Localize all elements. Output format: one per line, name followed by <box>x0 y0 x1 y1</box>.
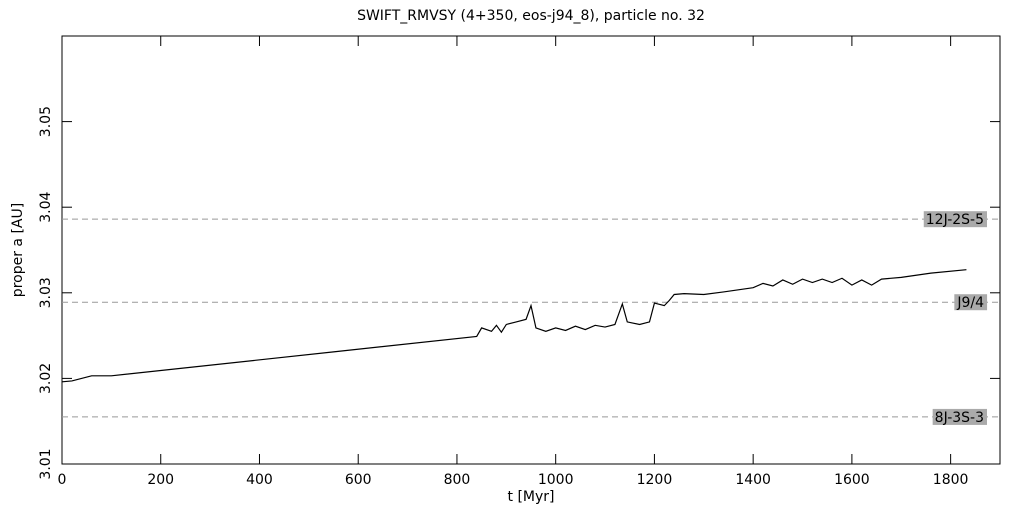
x-tick-label: 0 <box>58 472 67 488</box>
resonance-label-bg <box>923 211 987 228</box>
y-tick-label: 3.04 <box>38 192 54 223</box>
x-tick-label: 1800 <box>933 472 969 488</box>
y-tick-label: 3.05 <box>38 106 54 137</box>
x-tick-label: 400 <box>246 472 273 488</box>
resonance-label-bg <box>932 408 987 425</box>
x-tick-label: 1000 <box>538 472 574 488</box>
y-tick-label: 3.02 <box>38 363 54 394</box>
x-tick-label: 200 <box>147 472 174 488</box>
x-axis-label: t [Myr] <box>508 489 555 505</box>
x-tick-label: 600 <box>345 472 372 488</box>
y-tick-label: 3.03 <box>38 277 54 308</box>
x-tick-label: 1400 <box>735 472 771 488</box>
resonance-label: 12J-2S-5 <box>926 212 984 228</box>
resonance-label: 8J-3S-3 <box>935 410 984 426</box>
data-line <box>61 269 967 383</box>
y-axis-label: proper a [AU] <box>10 203 26 297</box>
x-tick-label: 1200 <box>637 472 673 488</box>
resonance-label: J9/4 <box>956 295 984 311</box>
resonance-label-bg <box>954 294 988 311</box>
plot-frame <box>61 35 1001 465</box>
x-tick-label: 1600 <box>834 472 870 488</box>
chart-title: SWIFT_RMVSY (4+350, eos-j94_8), particle… <box>357 8 705 24</box>
x-tick-label: 800 <box>444 472 471 488</box>
y-tick-label: 3.01 <box>38 448 54 479</box>
